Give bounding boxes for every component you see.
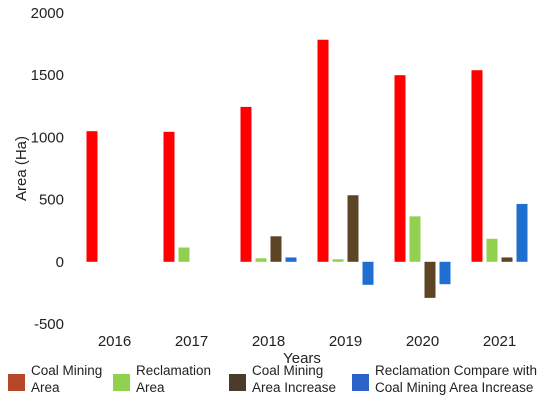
bar-reclamation-area-2019 [332,259,344,262]
y-axis-title: Area (Ha) [13,136,30,201]
y-tick-label: 1000 [31,129,64,146]
y-tick-label: 2000 [31,5,64,22]
legend-swatch [113,374,130,391]
bar-coal-mining-area-2017 [163,131,175,262]
x-tick-label: 2019 [329,333,362,350]
x-tick-label: 2021 [483,333,516,350]
bar-coal-mining-area-increase-2019 [347,195,359,262]
bars [86,39,528,298]
bar-reclamation-compare-with-coal-mining-area-increase-2020 [439,261,451,285]
legend-label: Coal Mining Area [31,363,103,395]
bar-reclamation-compare-with-coal-mining-area-increase-2021 [516,203,528,262]
x-tick-label: 2020 [406,333,439,350]
x-axis-label: Years [283,350,321,367]
y-tick-label: -500 [34,316,64,333]
y-tick-label: 1500 [31,67,64,84]
legend-item-coal-mining-area-increase: Coal Mining Area Increase [229,362,336,396]
x-tick-label: 2018 [252,333,285,350]
legend-swatch [352,374,369,391]
legend-item-coal-mining-area: Coal Mining Area [8,362,102,396]
legend-label: Reclamation Area [136,363,212,395]
bar-reclamation-area-2021 [486,238,498,262]
bar-coal-mining-area-increase-2021 [501,257,513,262]
y-axis-tick-labels: -500 0 500 1000 1500 2000 [31,5,64,333]
legend-swatch [8,374,25,391]
bar-reclamation-area-2020 [409,216,421,262]
chart-legend: Coal Mining Area Reclamation Area Coal Minin… [0,362,550,409]
bar-coal-mining-area-2021 [471,70,483,262]
y-tick-label: 0 [56,254,64,271]
bar-reclamation-area-2017 [178,247,190,262]
x-axis-title: Years [283,350,321,367]
bar-coal-mining-area-2019 [317,39,329,262]
bar-reclamation-compare-with-coal-mining-area-increase-2019 [362,261,374,285]
bar-coal-mining-area-2016 [86,131,98,262]
x-tick-label: 2016 [98,333,131,350]
y-axis-label: Area (Ha) [13,136,30,201]
x-axis-tick-labels: 2016 2017 2018 2019 2020 2021 [98,333,516,350]
x-tick-label: 2017 [175,333,208,350]
bar-coal-mining-area-2018 [240,106,252,262]
bar-reclamation-compare-with-coal-mining-area-increase-2018 [285,257,297,262]
legend-label: Coal Mining Area Increase [252,363,337,395]
bar-reclamation-area-2018 [255,258,267,262]
legend-swatch [229,374,246,391]
bar-coal-mining-area-2020 [394,75,406,262]
legend-label: Reclamation Compare with Coal Mining Area… [375,363,538,395]
bar-coal-mining-area-increase-2018 [270,236,282,262]
y-tick-label: 500 [39,192,64,209]
legend-item-reclamation-compare-with-coal-mining-area-increase: Reclamation Compare with Coal Mining Area… [352,362,537,396]
bar-coal-mining-area-increase-2020 [424,261,436,298]
legend-item-reclamation-area: Reclamation Area [113,362,211,396]
